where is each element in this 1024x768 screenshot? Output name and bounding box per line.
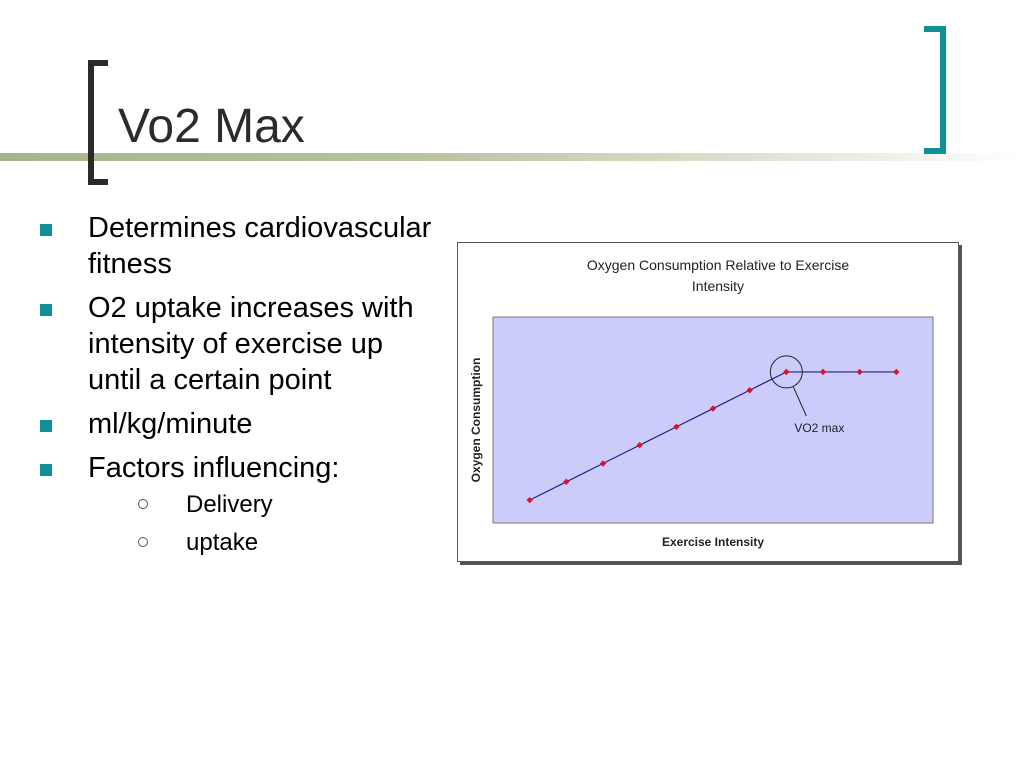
chart-svg: Oxygen Consumption Relative to Exercise … (469, 257, 934, 549)
sub-bullet-text: Delivery (186, 491, 273, 518)
slide-title: Vo2 Max (118, 100, 305, 153)
vo2-max-circle (769, 355, 803, 389)
annotation-leader-line (792, 386, 807, 417)
sub-bullet-list: Delivery uptake (88, 490, 438, 558)
right-bracket-decoration (924, 26, 946, 154)
square-bullet-icon (40, 464, 52, 476)
bullet-text: ml/kg/minute (88, 408, 253, 440)
sub-bullet-text: uptake (186, 529, 259, 556)
square-bullet-icon (40, 224, 52, 236)
bullet-text: Factors influencing: (88, 452, 340, 484)
chart-title-line-2: Intensity (692, 278, 744, 294)
chart-title-line-1: Oxygen Consumption Relative to Exercise (587, 257, 849, 273)
sub-bullet-item: Delivery (138, 490, 438, 520)
bullet-item: Factors influencing: Delivery uptake (38, 450, 438, 558)
square-bullet-icon (40, 420, 52, 432)
bullet-item: Determines cardiovascular fitness (38, 210, 438, 282)
data-point-marker (709, 405, 717, 412)
x-axis-label: Exercise Intensity (662, 535, 764, 549)
bullet-item: O2 uptake increases with intensity of ex… (38, 290, 438, 398)
plot-area (492, 316, 934, 524)
circle-bullet-icon (138, 537, 148, 547)
left-bracket-decoration (88, 60, 108, 185)
annotation-label: VO2 max (794, 421, 844, 435)
square-bullet-icon (40, 304, 52, 316)
title-underline-bar (0, 153, 1024, 161)
bullet-list: Determines cardiovascular fitness O2 upt… (38, 210, 438, 566)
data-point-marker (599, 460, 607, 467)
bullet-item: ml/kg/minute (38, 406, 438, 442)
chart-frame: Oxygen Consumption Relative to Exercise … (457, 242, 959, 562)
sub-bullet-item: uptake (138, 528, 438, 558)
bullet-text: O2 uptake increases with intensity of ex… (88, 292, 414, 396)
data-point-marker (819, 368, 827, 376)
circle-bullet-icon (138, 499, 148, 509)
bullet-text: Determines cardiovascular fitness (88, 212, 432, 280)
y-axis-label: Oxygen Consumption (469, 358, 483, 483)
